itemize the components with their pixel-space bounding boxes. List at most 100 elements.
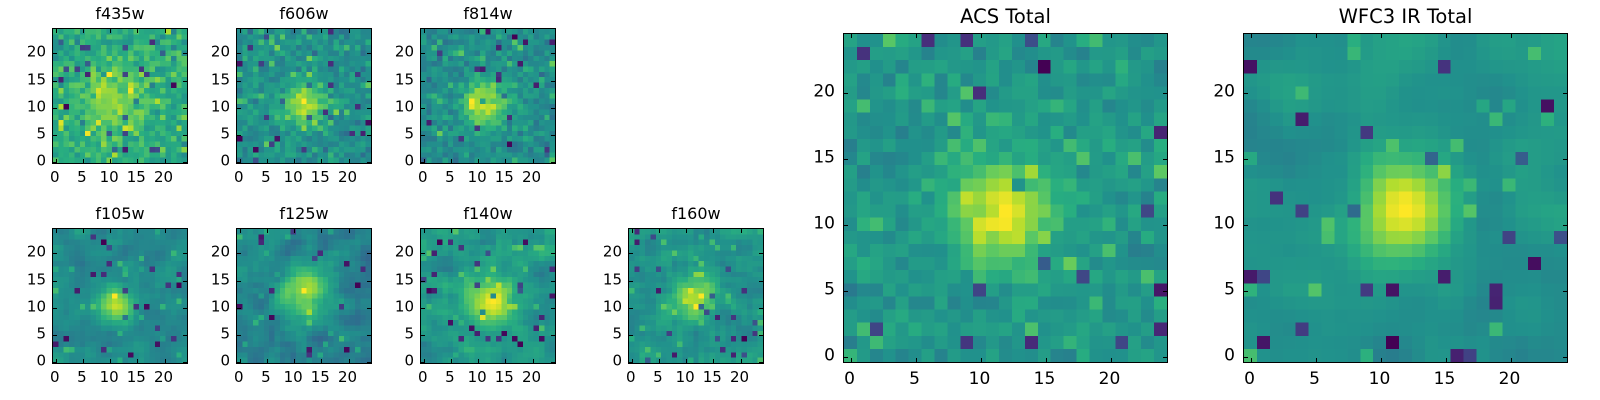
y-tick-mark: [53, 362, 57, 363]
heatmap-axes: [1243, 33, 1568, 363]
y-tick-mark: [53, 135, 57, 137]
x-tick-label: 5: [445, 168, 455, 186]
x-tick-mark: [1315, 358, 1317, 362]
y-tick-mark-right: [1563, 93, 1567, 95]
y-tick-mark: [421, 307, 425, 309]
x-tick-mark-top: [321, 229, 323, 233]
x-tick-mark: [423, 159, 425, 163]
x-tick-mark-top: [348, 29, 350, 33]
panel-title: f125w: [279, 204, 329, 223]
y-tick-mark-right: [551, 107, 555, 109]
y-tick-mark-right: [551, 335, 555, 337]
heatmap-axes: [236, 28, 372, 164]
x-tick-mark-top: [631, 229, 633, 233]
x-tick-label: 20: [337, 168, 358, 186]
x-tick-mark-top: [1510, 34, 1512, 38]
y-tick-mark: [237, 80, 241, 82]
panel-title: WFC3 IR Total: [1338, 5, 1473, 28]
x-tick-mark: [137, 359, 139, 363]
y-tick-mark-right: [367, 135, 371, 137]
x-tick-mark: [348, 159, 350, 163]
y-tick-label: 15: [26, 70, 46, 89]
x-tick-mark-top: [850, 34, 852, 38]
y-tick-label: 5: [612, 324, 622, 343]
heatmap-image: [421, 229, 555, 363]
y-tick-mark-right: [551, 362, 555, 363]
heatmap-image: [629, 229, 763, 363]
x-tick-mark: [1445, 358, 1447, 362]
x-tick-label: 10: [1368, 369, 1391, 389]
y-tick-label: 15: [210, 270, 230, 289]
x-tick-label: 10: [99, 368, 119, 386]
y-tick-mark: [629, 335, 633, 337]
y-tick-label: 5: [404, 324, 414, 343]
y-tick-mark-right: [1163, 357, 1167, 359]
heatmap-image: [53, 29, 187, 163]
y-tick-mark: [53, 280, 57, 282]
y-tick-label: 20: [210, 42, 230, 61]
y-tick-mark: [237, 280, 241, 282]
y-tick-mark: [237, 335, 241, 337]
y-tick-mark: [844, 357, 848, 359]
x-tick-label: 20: [337, 368, 358, 386]
y-tick-mark: [629, 362, 633, 363]
x-tick-mark: [294, 159, 296, 163]
x-tick-mark-top: [110, 229, 112, 233]
y-tick-mark-right: [183, 362, 187, 363]
y-tick-mark: [421, 53, 425, 55]
x-tick-mark-top: [450, 29, 452, 33]
y-tick-label: 10: [26, 297, 46, 316]
y-tick-label: 10: [813, 213, 835, 234]
y-tick-mark: [53, 53, 57, 55]
y-tick-mark-right: [551, 80, 555, 82]
panel-f814w: f814w 0 0 5 5 10 10 15 15 20 20: [395, 6, 556, 185]
y-tick-mark-right: [1563, 159, 1567, 161]
x-tick-mark-top: [658, 229, 660, 233]
x-tick-mark-top: [110, 29, 112, 33]
x-tick-mark: [55, 159, 57, 163]
y-tick-mark-right: [183, 135, 187, 137]
y-tick-mark: [421, 335, 425, 337]
heatmap-image: [237, 229, 371, 363]
y-tick-label: 5: [404, 124, 414, 143]
y-tick-mark: [237, 307, 241, 309]
heatmap-image: [844, 34, 1167, 362]
x-tick-label: 20: [1498, 369, 1521, 389]
panel-f160w: f160w 0 0 5 5 10 10 15 15 20 20: [603, 206, 764, 385]
x-tick-label: 20: [153, 168, 174, 186]
x-tick-label: 0: [417, 368, 428, 386]
y-tick-label: 15: [813, 147, 835, 168]
x-tick-mark-top: [1110, 34, 1112, 38]
x-tick-mark-top: [239, 229, 241, 233]
x-tick-label: 15: [702, 368, 722, 386]
y-tick-label: 15: [602, 270, 622, 289]
y-tick-label: 10: [26, 97, 46, 116]
y-tick-label: 0: [404, 351, 414, 370]
x-tick-label: 15: [1433, 369, 1456, 389]
panel-title: ACS Total: [960, 5, 1051, 28]
x-tick-mark-top: [239, 29, 241, 33]
y-tick-mark-right: [183, 80, 187, 82]
x-tick-label: 0: [233, 368, 244, 386]
x-tick-label: 10: [283, 168, 303, 186]
x-tick-label: 10: [968, 369, 991, 389]
y-tick-mark-right: [1163, 225, 1167, 227]
x-tick-label: 5: [653, 368, 663, 386]
y-tick-mark-right: [367, 307, 371, 309]
x-tick-label: 5: [261, 168, 271, 186]
y-tick-label: 10: [210, 97, 230, 116]
y-tick-mark-right: [367, 107, 371, 109]
y-tick-mark: [421, 362, 425, 363]
x-tick-label: 15: [126, 368, 146, 386]
y-tick-label: 10: [602, 297, 622, 316]
x-tick-mark: [631, 359, 633, 363]
y-tick-mark-right: [367, 80, 371, 82]
x-tick-mark: [505, 359, 507, 363]
x-tick-mark-top: [321, 29, 323, 33]
y-tick-label: 5: [36, 324, 46, 343]
x-tick-mark-top: [82, 29, 84, 33]
x-tick-mark-top: [740, 229, 742, 233]
x-tick-mark: [713, 359, 715, 363]
x-tick-label: 0: [49, 368, 60, 386]
x-tick-mark-top: [137, 229, 139, 233]
